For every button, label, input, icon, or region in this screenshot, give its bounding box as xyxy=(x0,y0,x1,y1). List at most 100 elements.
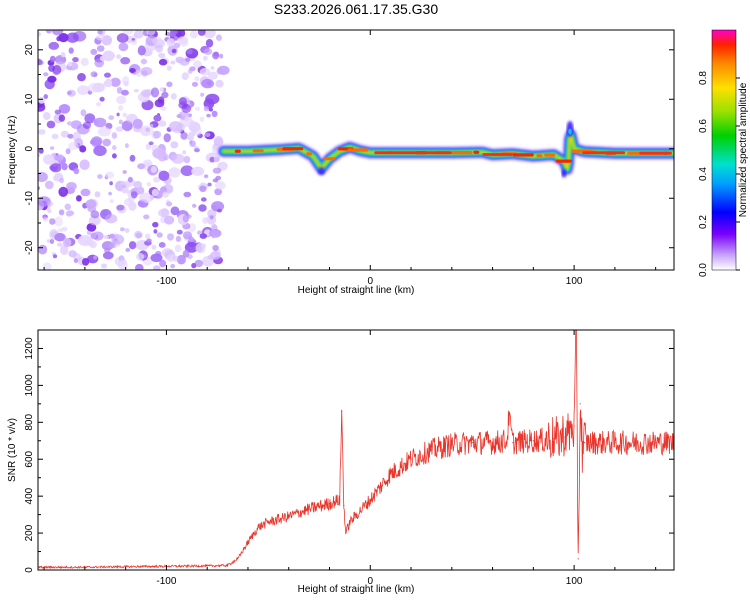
noise-blob xyxy=(153,115,161,122)
noise-blob xyxy=(117,113,120,117)
snr-data-point xyxy=(574,425,575,426)
noise-blob xyxy=(53,254,57,258)
noise-blob xyxy=(164,133,171,142)
noise-blob xyxy=(105,172,114,179)
noise-blob xyxy=(219,54,223,59)
noise-blob xyxy=(159,242,166,248)
noise-blob xyxy=(177,230,183,235)
noise-blob xyxy=(138,45,146,55)
noise-blob xyxy=(195,107,200,111)
noise-blob xyxy=(192,204,196,208)
snr-data-point xyxy=(247,542,248,543)
noise-blob xyxy=(61,52,66,57)
snr-y-tick-label: 600 xyxy=(24,450,35,467)
noise-blob xyxy=(204,48,213,55)
snr-data-point xyxy=(237,558,238,559)
noise-blob xyxy=(95,191,101,197)
snr-data-point xyxy=(533,440,534,441)
snr-y-axis-label: SNR (10 * v/v) xyxy=(7,418,18,482)
noise-blob xyxy=(183,192,191,198)
noise-blob xyxy=(173,256,179,262)
noise-blob xyxy=(91,71,98,77)
snr-x-tick-label: -100 xyxy=(156,576,176,587)
snr-data-point xyxy=(553,438,554,439)
noise-blob xyxy=(217,209,222,213)
noise-blob xyxy=(105,214,117,223)
noise-blob xyxy=(195,260,203,267)
ridge-hot-segment xyxy=(582,151,625,154)
noise-blob xyxy=(166,202,172,207)
noise-blob xyxy=(133,119,143,129)
noise-blob xyxy=(38,245,47,255)
noise-blob xyxy=(66,211,72,217)
ridge-hotspot xyxy=(544,153,555,156)
noise-blob xyxy=(81,58,89,66)
noise-blob xyxy=(116,54,121,59)
ridge-hot-segment xyxy=(374,151,452,154)
noise-blob xyxy=(49,218,55,225)
noise-blob xyxy=(66,148,71,154)
colorbar-label: Normalized spectral amplitude xyxy=(738,82,749,217)
noise-blob xyxy=(167,38,176,46)
noise-blob xyxy=(146,26,156,36)
noise-blob xyxy=(50,146,54,150)
snr-data-point xyxy=(329,503,330,504)
noise-blob xyxy=(167,233,174,240)
snr-data-point xyxy=(580,403,581,404)
noise-blob xyxy=(78,235,92,246)
noise-blob xyxy=(136,253,144,261)
snr-x-tick-label: 100 xyxy=(566,576,583,587)
noise-blob xyxy=(72,57,79,62)
snr-data-point xyxy=(288,516,289,517)
noise-blob xyxy=(91,233,97,239)
snr-panel: -100 0 100020040060080010001200 Height of … xyxy=(7,311,675,596)
noise-blob xyxy=(187,49,193,55)
noise-blob xyxy=(91,136,102,146)
noise-blob xyxy=(82,258,89,266)
colorbar-tick-label: 0.6 xyxy=(698,119,709,133)
noise-blob xyxy=(194,76,199,81)
ridge-hotspot xyxy=(513,153,534,156)
noise-blob xyxy=(63,238,72,248)
colorbar: 0.00.20.40.60.8 Normalized spectral ampl… xyxy=(698,30,749,277)
noise-blob xyxy=(43,217,49,222)
noise-blob xyxy=(134,89,139,93)
noise-blob xyxy=(161,92,168,98)
noise-blob xyxy=(159,120,167,126)
snr-data-point xyxy=(578,558,579,559)
noise-blob xyxy=(151,166,157,173)
noise-blob xyxy=(198,28,206,36)
noise-blob xyxy=(200,117,205,122)
noise-blob xyxy=(125,248,130,252)
noise-blob xyxy=(203,56,208,61)
noise-blob xyxy=(200,93,204,97)
noise-blob xyxy=(62,163,68,170)
noise-blob xyxy=(79,159,89,170)
snr-data-point xyxy=(370,499,371,500)
spectrogram-panel: -100 0 100-20-1001020 Height of straight l… xyxy=(7,25,674,296)
noise-blob xyxy=(102,139,111,147)
noise-blob xyxy=(81,109,87,116)
snr-y-tick-label: 400 xyxy=(24,487,35,504)
noise-blob xyxy=(103,81,108,87)
noise-blob xyxy=(187,134,194,141)
noise-blob xyxy=(79,145,86,152)
noise-blob xyxy=(158,209,170,217)
ridge-hot-segment xyxy=(482,153,513,156)
noise-blob xyxy=(59,114,65,121)
noise-blob xyxy=(67,121,72,125)
snr-data-point xyxy=(655,442,656,443)
noise-blob xyxy=(90,49,97,55)
ridge-hotspot xyxy=(473,151,479,154)
noise-blob xyxy=(183,250,190,258)
noise-blob xyxy=(182,72,189,80)
noise-blob xyxy=(129,241,136,249)
noise-blob xyxy=(141,90,151,98)
noise-blob xyxy=(129,68,136,73)
noise-blob xyxy=(199,186,206,193)
noise-blob xyxy=(183,231,192,239)
spectrogram-y-tick-label: 20 xyxy=(24,44,35,56)
snr-x-axis-label: Height of straight line (km) xyxy=(298,584,415,595)
snr-y-tick-label: 800 xyxy=(24,414,35,431)
noise-blob xyxy=(93,255,97,259)
